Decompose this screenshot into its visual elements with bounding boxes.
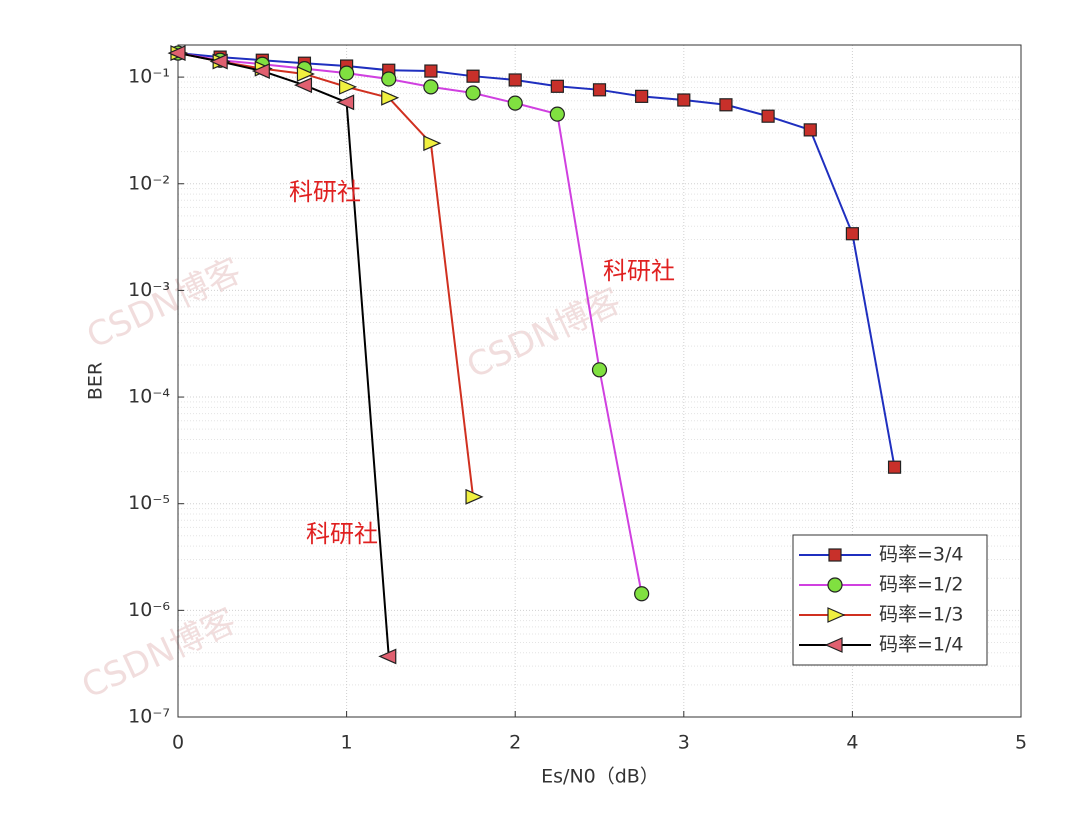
axes-frame bbox=[177, 44, 1022, 718]
series-line bbox=[177, 52, 390, 657]
legend-label: 码率=1/4 bbox=[879, 634, 964, 656]
marker bbox=[465, 488, 484, 505]
marker bbox=[591, 362, 608, 378]
y-tick-label: 10⁻³ bbox=[128, 279, 170, 301]
marker bbox=[381, 89, 400, 106]
plot-area: 10⁻⁷ 10⁻⁶ 10⁻⁵ 10⁻⁴ 10⁻³ 10⁻² 10⁻¹ 0 1 2 3 4 5 码率=3/4… bbox=[128, 44, 1027, 754]
marker bbox=[209, 53, 228, 70]
x-tick-label: 3 bbox=[678, 732, 690, 754]
marker bbox=[592, 83, 607, 97]
marker bbox=[635, 89, 649, 103]
marker bbox=[381, 71, 397, 87]
legend-label: 码率=1/2 bbox=[879, 574, 964, 596]
marker bbox=[378, 648, 397, 665]
marker bbox=[550, 79, 564, 93]
x-tick-label: 1 bbox=[341, 732, 353, 754]
x-tick-label: 2 bbox=[509, 732, 521, 754]
annotation: 科研社 bbox=[306, 520, 378, 548]
marker bbox=[167, 45, 186, 61]
marker bbox=[465, 85, 481, 101]
legend-label: 码率=3/4 bbox=[879, 544, 964, 566]
marker bbox=[339, 78, 358, 95]
marker bbox=[296, 66, 315, 82]
legend-box bbox=[792, 534, 988, 666]
x-tick-label: 0 bbox=[172, 732, 184, 754]
marker bbox=[423, 135, 442, 152]
marker bbox=[887, 460, 902, 474]
x-tick-label: 4 bbox=[846, 732, 858, 754]
y-tick-label: 10⁻⁷ bbox=[128, 706, 170, 728]
watermark: CSDN博客 bbox=[81, 251, 247, 357]
marker bbox=[251, 63, 270, 79]
marker bbox=[827, 607, 846, 623]
marker bbox=[719, 98, 733, 112]
marker bbox=[293, 77, 313, 94]
marker bbox=[677, 93, 691, 107]
legend-label: 码率=1/3 bbox=[879, 604, 964, 626]
marker bbox=[761, 109, 775, 123]
y-tick-label: 10⁻² bbox=[128, 172, 170, 194]
y-tick-label: 10⁻⁵ bbox=[128, 492, 170, 514]
annotation: 科研社 bbox=[289, 178, 361, 206]
marker bbox=[466, 69, 480, 83]
series-line bbox=[177, 52, 896, 468]
annotation: 科研社 bbox=[603, 257, 675, 285]
marker bbox=[549, 106, 565, 122]
y-axis-label: BER bbox=[85, 362, 107, 400]
marker bbox=[845, 227, 860, 241]
y-tick-label: 10⁻¹ bbox=[128, 66, 170, 88]
marker bbox=[339, 65, 355, 81]
marker bbox=[508, 73, 522, 87]
y-tick-label: 10⁻⁶ bbox=[128, 599, 170, 621]
marker bbox=[824, 637, 843, 653]
marker bbox=[424, 64, 438, 78]
marker bbox=[827, 577, 843, 593]
marker bbox=[507, 95, 523, 111]
marker bbox=[423, 79, 439, 95]
x-axis-label: Es/N0（dB） bbox=[541, 766, 659, 788]
marker bbox=[828, 548, 842, 562]
marker bbox=[803, 123, 817, 137]
marker bbox=[634, 586, 650, 602]
y-tick-label: 10⁻⁴ bbox=[128, 386, 170, 408]
marker bbox=[336, 94, 355, 111]
x-tick-label: 5 bbox=[1015, 732, 1027, 754]
